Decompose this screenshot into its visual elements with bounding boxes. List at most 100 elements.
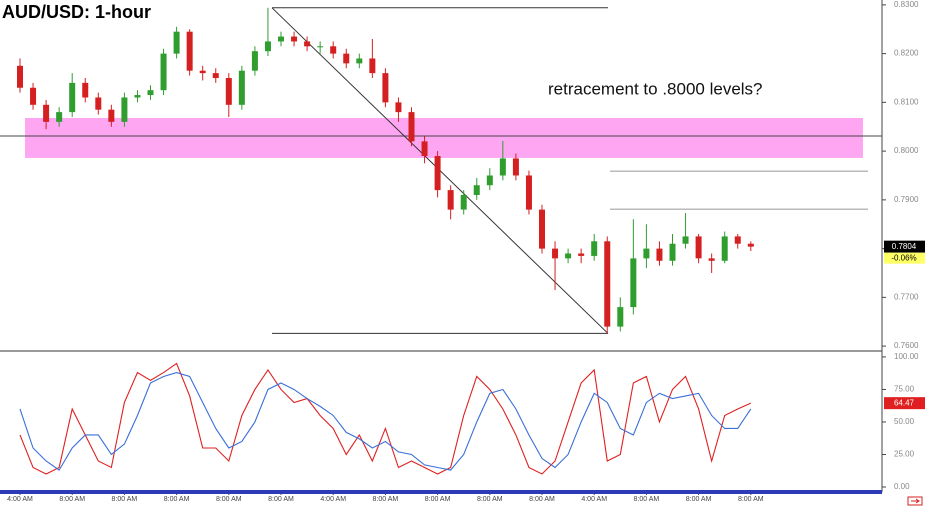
title-bg — [0, 0, 176, 24]
x-tick-label: 8:00 AM — [373, 496, 399, 503]
x-tick-label: 8:00 AM — [686, 496, 712, 503]
scroll-icon[interactable] — [907, 496, 923, 506]
candle-body — [291, 36, 298, 42]
time-strip — [0, 490, 882, 494]
x-tick-label: 8:00 AM — [425, 496, 451, 503]
candle-body — [382, 73, 389, 103]
price-label: 0.7804 — [892, 242, 917, 251]
candle-body — [434, 155, 441, 191]
candle-body — [56, 112, 63, 122]
candle-body — [317, 46, 324, 48]
stoch-line — [19, 362, 752, 475]
stoch-box — [884, 397, 925, 410]
candle-body — [356, 58, 363, 64]
candle-body — [734, 236, 741, 244]
y-tick-label: 0.7900 — [894, 195, 919, 204]
candle-body — [95, 97, 102, 110]
y-tick-label: 0.8000 — [894, 146, 919, 155]
candle-body — [591, 241, 598, 256]
change-box — [884, 252, 925, 264]
change-label: -0.06% — [891, 253, 916, 262]
candle-body — [747, 243, 754, 247]
y-tick-label: 0.7700 — [894, 292, 919, 301]
candle-body — [617, 307, 624, 327]
candle-body — [695, 236, 702, 259]
x-tick-label: 4:00 AM — [7, 496, 33, 503]
candle-body — [499, 158, 506, 176]
candle-body — [343, 53, 350, 64]
candle-body — [395, 102, 402, 113]
y-tick-label: 75.00 — [894, 385, 915, 394]
y-tick-label: 0.00 — [894, 482, 910, 491]
x-tick-label: 8:00 AM — [634, 496, 660, 503]
x-tick-label: 8:00 AM — [529, 496, 555, 503]
candle-body — [264, 41, 271, 52]
y-tick-label: 100.00 — [894, 352, 919, 361]
candle-body — [173, 31, 180, 54]
candle-body — [147, 90, 154, 96]
candle-body — [108, 109, 115, 122]
candle-body — [460, 194, 467, 210]
price-box — [884, 240, 925, 253]
chart-title: AUD/USD: 1-hour — [2, 2, 151, 22]
x-tick-label: 8:00 AM — [59, 496, 85, 503]
y-tick-label: 50.00 — [894, 417, 915, 426]
candle-body — [565, 253, 572, 259]
candle-body — [682, 236, 689, 244]
candle-body — [539, 209, 545, 249]
support-zone — [25, 117, 863, 158]
x-tick-label: 8:00 AM — [477, 496, 503, 503]
candle-body — [82, 82, 89, 98]
candle-body — [721, 236, 728, 261]
x-tick-label: 8:00 AM — [112, 496, 138, 503]
candle-body — [30, 87, 37, 105]
y-tick-label: 25.00 — [894, 450, 915, 459]
stoch-label: 64.47 — [894, 398, 915, 407]
x-tick-label: 8:00 AM — [268, 496, 294, 503]
candle-body — [408, 112, 415, 142]
candle-body — [238, 70, 245, 105]
candle-body — [369, 58, 376, 74]
candle-body — [486, 175, 493, 186]
annotation: retracement to .8000 levels? — [548, 79, 763, 98]
candle-body — [656, 248, 663, 261]
candle-body — [643, 248, 650, 259]
candle-body — [186, 31, 193, 71]
candle-body — [278, 36, 284, 42]
y-tick-label: 0.7600 — [894, 341, 919, 350]
candle-body — [199, 70, 206, 74]
candle-body — [447, 190, 454, 210]
candle-body — [669, 243, 676, 261]
y-tick-label: 0.8100 — [894, 97, 919, 106]
candle-body — [17, 65, 23, 88]
candle-body — [251, 51, 258, 71]
candle-body — [43, 104, 50, 122]
candle-body — [212, 73, 219, 78]
candle-body — [330, 46, 337, 54]
x-tick-label: 8:00 AM — [164, 496, 190, 503]
candle-body — [134, 95, 141, 98]
candle-body — [160, 53, 167, 91]
candle-body — [69, 82, 76, 113]
scroll-arrow — [911, 498, 920, 504]
x-tick-label: 4:00 AM — [581, 496, 607, 503]
y-tick-label: 0.8300 — [894, 0, 919, 9]
candle-body — [421, 141, 428, 156]
candle-body — [552, 248, 559, 259]
candle-body — [630, 258, 637, 308]
candle-body — [525, 175, 532, 210]
stoch-line — [19, 371, 752, 471]
candle-body — [578, 253, 585, 256]
x-tick-label: 8:00 AM — [216, 496, 242, 503]
candle-body — [121, 97, 128, 122]
candle-body — [225, 77, 232, 105]
x-tick-label: 4:00 AM — [320, 496, 346, 503]
candle-body — [604, 241, 611, 327]
candle-body — [512, 158, 519, 176]
candle-body — [304, 41, 311, 47]
candle-body — [473, 185, 480, 195]
x-tick-label: 8:00 AM — [738, 496, 764, 503]
